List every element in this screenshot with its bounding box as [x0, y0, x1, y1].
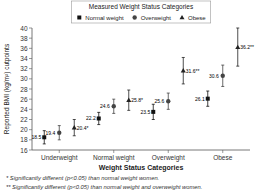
x-tick-label: Underweight: [41, 154, 78, 162]
error-bar: [152, 104, 155, 119]
error-bar: [127, 90, 130, 110]
plot-area: [42, 28, 240, 144]
footnote: * Significantly different (p<0.05) than …: [6, 175, 159, 181]
data-label: 25.6: [155, 98, 165, 104]
error-bar: [58, 126, 61, 140]
y-tick: [29, 89, 32, 90]
data-label: 20.4*: [77, 125, 89, 131]
y-tick-label: 38: [20, 35, 28, 42]
data-label: 30.6: [209, 73, 219, 79]
error-bar: [206, 91, 209, 106]
y-tick: [29, 150, 32, 151]
y-tick-label: 20: [20, 126, 28, 133]
x-tick-label: Normal weight: [93, 154, 135, 162]
legend-label: Obese: [188, 15, 206, 21]
series: [42, 91, 210, 144]
point: [221, 74, 225, 78]
y-tick: [29, 38, 32, 39]
y-tick: [29, 119, 32, 120]
y-tick-label: 18: [20, 136, 28, 143]
series: [72, 28, 241, 136]
x-tick-label: Overweight: [152, 154, 185, 162]
point: [42, 135, 46, 139]
point: [57, 131, 61, 135]
legend: Measured Weight Status Categories Normal …: [71, 1, 210, 23]
footnote: ** Significantly different (p<0.05) than…: [6, 184, 202, 190]
legend-title: Measured Weight Status Categories: [89, 3, 194, 11]
y-tick-label: 26: [20, 96, 28, 103]
point: [97, 116, 101, 120]
data-label: 31.6**: [186, 68, 200, 74]
legend-marker: [180, 15, 185, 19]
legend-frame: [71, 1, 210, 23]
error-bar: [236, 28, 239, 66]
data-label: 22.2: [86, 115, 96, 121]
point: [166, 99, 170, 103]
y-tick: [29, 28, 32, 29]
legend-label: Normal weight: [85, 15, 124, 21]
y-tick-label: 32: [20, 65, 28, 72]
data-label: 26.1: [195, 96, 205, 102]
point: [206, 97, 210, 101]
error-bar: [112, 99, 115, 113]
y-tick-label: 16: [20, 147, 28, 154]
x-tick-label: Obese: [213, 154, 233, 161]
y-tick: [29, 129, 32, 130]
legend-label: Overweight: [141, 15, 172, 21]
y-tick: [29, 99, 32, 100]
y-tick-label: 28: [20, 86, 28, 93]
x-axis-line: [32, 150, 250, 151]
error-bar: [97, 112, 100, 124]
y-tick: [29, 109, 32, 110]
y-tick-label: 34: [20, 55, 28, 62]
data-labels: 18.5 22.2 23.5 26.1 19.4 24.6 25.6 30.6 20.4* 25.…: [32, 44, 254, 140]
error-bar: [167, 93, 170, 109]
y-tick-label: 36: [20, 45, 28, 52]
y-tick: [29, 68, 32, 69]
data-label: 36.2**: [240, 44, 254, 50]
data-label: 25.8*: [131, 97, 143, 103]
data-label: 24.6: [100, 103, 110, 109]
point: [112, 104, 116, 108]
y-tick: [29, 78, 32, 79]
data-label: 18.5: [32, 134, 42, 140]
y-tick-label: 40: [20, 25, 28, 32]
data-label: 19.4: [46, 130, 56, 136]
y-tick: [29, 58, 32, 59]
y-tick-label: 24: [20, 106, 28, 113]
y-tick-label: 22: [20, 116, 28, 123]
y-tick: [29, 48, 32, 49]
y-tick-label: 30: [20, 75, 28, 82]
legend-marker: [132, 15, 136, 19]
chart: 16 18 20 22 24 26 28 30 32 34 36 38 40 Underweight Nor…: [0, 0, 260, 194]
data-label: 23.5: [141, 109, 151, 115]
error-bar: [182, 57, 185, 83]
y-axis-label: Reported BMI (kg/m²) cutpoints: [3, 43, 11, 134]
error-bar: [73, 120, 76, 136]
point: [151, 110, 155, 114]
series: [57, 65, 225, 140]
error-bar: [221, 65, 224, 86]
legend-marker: [77, 16, 81, 20]
x-axis-label: Weight Status Categories: [99, 164, 184, 172]
